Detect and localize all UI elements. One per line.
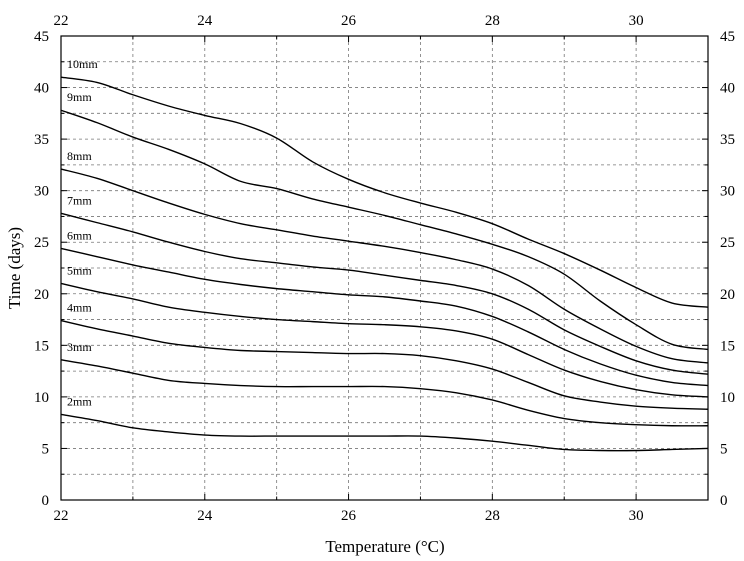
- y-tick-label-left: 5: [42, 441, 50, 457]
- y-tick-label-left: 40: [34, 81, 49, 97]
- y-tick-label-left: 15: [34, 338, 49, 354]
- y-axis-title: Time (days): [5, 227, 24, 309]
- x-tick-label-top: 30: [629, 13, 644, 29]
- tick-labels: 22 22 24 24 26 26 28 28 30 30 0 0 5 5 10 10 15 15 20 20 25 25…: [34, 13, 735, 524]
- series-label-3mm: 3mm: [67, 340, 92, 354]
- series-label-6mm: 6mm: [67, 228, 92, 242]
- series-label-9mm: 9mm: [67, 90, 92, 104]
- series-lines: [60, 76, 709, 452]
- series-label-10mm: 10mm: [67, 57, 98, 71]
- series-line-2mm: [60, 413, 709, 452]
- series-labels: 2mm 3mm 4mm 5mm 6mm 7mm 8mm 9mm 10mm: [67, 57, 98, 408]
- y-tick-label-right: 45: [720, 29, 735, 45]
- x-tick-label-bottom: 24: [197, 508, 213, 524]
- series-label-4mm: 4mm: [67, 301, 92, 315]
- series-line-8mm: [60, 168, 709, 364]
- series-label-2mm: 2mm: [67, 394, 92, 408]
- y-tick-label-left: 20: [34, 287, 49, 303]
- x-tick-label-bottom: 30: [629, 508, 644, 524]
- y-tick-label-right: 30: [720, 184, 735, 200]
- x-axis-title: Temperature (°C): [325, 537, 444, 556]
- series-label-5mm: 5mm: [67, 263, 92, 277]
- y-tick-label-right: 0: [720, 493, 728, 509]
- x-tick-label-bottom: 28: [485, 508, 500, 524]
- y-tick-label-left: 30: [34, 184, 49, 200]
- y-tick-label-left: 0: [42, 493, 50, 509]
- y-tick-label-left: 45: [34, 29, 49, 45]
- series-line-9mm: [60, 109, 709, 351]
- axis-ticks: [60, 35, 709, 501]
- y-tick-label-right: 5: [720, 441, 728, 457]
- series-line-6mm: [60, 247, 709, 387]
- x-tick-label-bottom: 22: [54, 508, 69, 524]
- y-tick-label-right: 15: [720, 338, 735, 354]
- series-line-4mm: [60, 319, 709, 410]
- grid: [61, 36, 708, 500]
- series-label-7mm: 7mm: [67, 193, 92, 207]
- x-tick-label-top: 24: [197, 13, 213, 29]
- series-line-5mm: [60, 282, 709, 398]
- x-tick-label-top: 26: [341, 13, 357, 29]
- x-tick-label-top: 22: [54, 13, 69, 29]
- y-tick-label-right: 40: [720, 81, 735, 97]
- series-line-10mm: [60, 76, 709, 308]
- series-line-7mm: [60, 212, 709, 375]
- x-tick-label-top: 28: [485, 13, 500, 29]
- y-tick-label-right: 10: [720, 390, 735, 406]
- x-tick-label-bottom: 26: [341, 508, 357, 524]
- series-label-8mm: 8mm: [67, 149, 92, 163]
- y-tick-label-right: 25: [720, 235, 735, 251]
- y-tick-label-left: 35: [34, 132, 49, 148]
- y-tick-label-left: 25: [34, 235, 49, 251]
- y-tick-label-right: 20: [720, 287, 735, 303]
- y-tick-label-right: 35: [720, 132, 735, 148]
- y-tick-label-left: 10: [34, 390, 49, 406]
- series-line-3mm: [60, 359, 709, 427]
